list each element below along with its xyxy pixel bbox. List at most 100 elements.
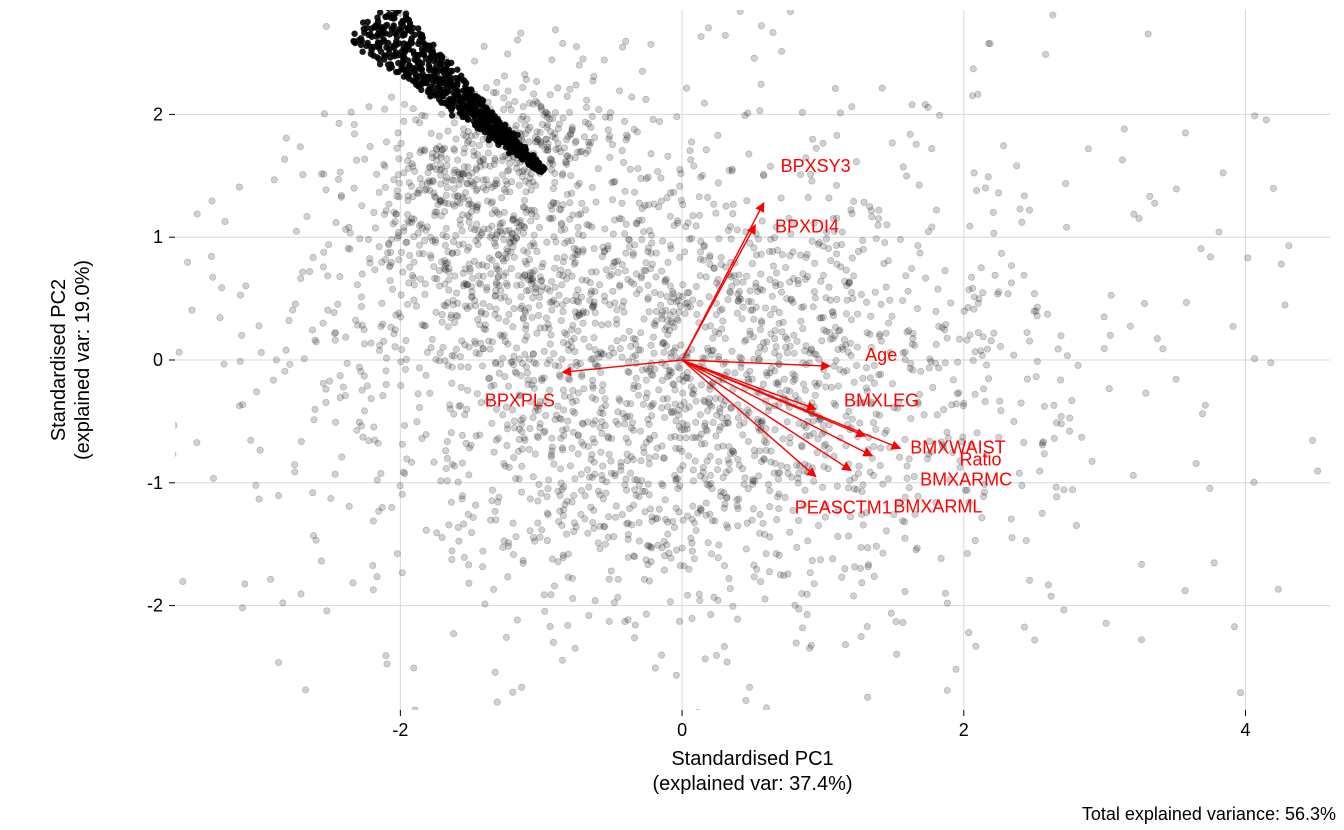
data-point [918,368,924,374]
data-point [586,222,592,228]
data-point [218,285,224,291]
data-point [560,115,566,121]
data-point [548,454,554,460]
data-point [1245,255,1251,261]
data-point [812,295,818,301]
data-point [848,289,854,295]
data-point [588,139,594,145]
data-point [734,497,740,503]
data-point [371,209,377,215]
data-point [1147,193,1153,199]
data-point [239,605,245,611]
data-point [740,432,746,438]
data-point [383,207,389,213]
data-point [707,472,713,478]
loading-label: BPXDI4 [775,216,839,236]
data-point [370,586,376,592]
data-point [711,265,717,271]
data-point [552,284,558,290]
data-point [566,377,572,383]
data-point [489,420,495,426]
data-point [704,481,710,487]
data-point [1073,522,1079,528]
x-tick-label: -2 [392,720,408,740]
data-point [1067,415,1073,421]
data-point [680,390,686,396]
data-point [595,540,601,546]
data-point [900,619,906,625]
data-point [835,383,841,389]
data-point [640,229,646,235]
data-point [944,429,950,435]
data-point [724,659,730,665]
data-point [1251,355,1257,361]
data-point [382,13,388,19]
data-point [522,130,528,136]
data-point [493,359,499,365]
data-point [597,282,603,288]
data-point [456,538,462,544]
data-point [795,281,801,287]
data-point [893,618,899,624]
data-point [358,303,364,309]
data-point [1251,113,1257,119]
data-point [495,435,501,441]
data-point [606,451,612,457]
data-point [527,175,533,181]
data-point [564,93,570,99]
data-point [560,308,566,314]
data-point [1026,207,1032,213]
data-point [511,305,517,311]
data-point [608,458,614,464]
pca-biplot: BPXPLSAgeBPXSY3BPXDI4BMXLEGBMXWAISTRatio… [0,0,1344,830]
data-point [1044,311,1050,317]
data-point [591,335,597,341]
data-point [560,387,566,393]
data-point [1045,582,1051,588]
data-point [433,209,439,215]
data-point [760,171,766,177]
data-point [700,257,706,263]
data-point [776,320,782,326]
data-point [834,261,840,267]
data-point [436,83,442,89]
data-point [557,466,563,472]
data-point [934,412,940,418]
data-point [773,551,779,557]
data-point [448,499,454,505]
data-point [778,195,784,201]
data-point [433,309,439,315]
data-point [592,320,598,326]
data-point [325,273,331,279]
data-point [746,409,752,415]
data-point [849,416,855,422]
data-point [575,451,581,457]
data-point [372,225,378,231]
data-point [668,555,674,561]
data-point [724,420,730,426]
data-point [558,267,564,273]
data-point [1152,200,1158,206]
data-point [798,442,804,448]
data-point [510,551,516,557]
data-point [455,524,461,530]
data-point [416,365,422,371]
data-point [889,140,895,146]
data-point [379,300,385,306]
data-point [860,375,866,381]
data-point [416,250,422,256]
data-point [697,249,703,255]
data-point [351,185,357,191]
data-point [439,311,445,317]
data-point [942,590,948,596]
data-point [626,328,632,334]
data-point [581,336,587,342]
data-point [608,568,614,574]
data-point [799,625,805,631]
data-point [380,392,386,398]
data-point [676,618,682,624]
data-point [878,371,884,377]
data-point [762,305,768,311]
data-point [500,106,506,112]
data-point [568,190,574,196]
